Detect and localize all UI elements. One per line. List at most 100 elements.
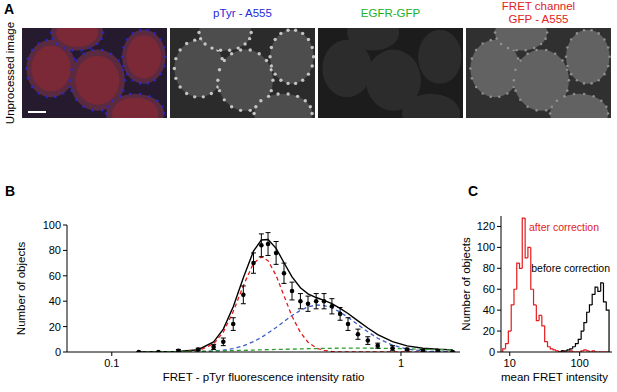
membrane-spot bbox=[96, 43, 99, 46]
channel-label: FRET channel bbox=[502, 0, 575, 12]
data-point bbox=[266, 242, 271, 247]
membrane-spot bbox=[248, 37, 251, 40]
membrane-spot bbox=[605, 105, 608, 108]
membrane-spot bbox=[45, 39, 48, 42]
data-point bbox=[346, 322, 351, 327]
membrane-spot bbox=[526, 105, 529, 108]
membrane-spot bbox=[69, 79, 72, 82]
error-cap bbox=[241, 303, 246, 304]
membrane-spot bbox=[70, 89, 73, 92]
error-bar bbox=[259, 234, 264, 257]
membrane-spot bbox=[119, 95, 122, 98]
error-cap bbox=[290, 282, 295, 283]
membrane-spot bbox=[31, 49, 34, 52]
y-tick-label: 60 bbox=[483, 283, 495, 295]
membrane-spot bbox=[31, 86, 34, 89]
x-tick bbox=[400, 352, 401, 356]
panel-label: B bbox=[5, 183, 15, 199]
membrane-spot bbox=[132, 32, 135, 35]
data-point bbox=[251, 261, 256, 266]
membrane-spot bbox=[112, 99, 115, 102]
membrane-spot bbox=[236, 46, 239, 49]
fit-curve bbox=[139, 239, 453, 351]
membrane-spot bbox=[243, 42, 246, 45]
data-point bbox=[421, 348, 426, 352]
y-tick-label: 40 bbox=[483, 304, 495, 316]
error-cap bbox=[338, 307, 343, 308]
membrane-spot bbox=[163, 65, 166, 68]
error-cap bbox=[251, 273, 256, 274]
error-bar bbox=[375, 343, 380, 348]
error-bar bbox=[355, 329, 360, 339]
membrane-spot bbox=[312, 55, 315, 58]
membrane-spot bbox=[583, 93, 586, 96]
membrane-spot bbox=[132, 79, 135, 82]
membrane-spot bbox=[82, 105, 85, 108]
error-cap bbox=[274, 241, 279, 242]
membrane-spot bbox=[310, 112, 313, 115]
membrane-spot bbox=[270, 89, 273, 92]
histogram-bin bbox=[575, 344, 578, 347]
y-tick-label: 100 bbox=[43, 219, 61, 231]
error-cap bbox=[314, 308, 319, 309]
cell bbox=[254, 94, 312, 118]
error-cap bbox=[221, 345, 226, 346]
membrane-spot bbox=[54, 96, 57, 99]
membrane-spot bbox=[178, 48, 181, 51]
membrane-spot bbox=[197, 31, 200, 34]
error-cap bbox=[259, 256, 264, 257]
error-bar bbox=[306, 296, 311, 311]
error-cap bbox=[306, 311, 311, 312]
data-point bbox=[314, 299, 319, 304]
membrane-spot bbox=[590, 82, 593, 85]
membrane-spot bbox=[514, 89, 517, 92]
y-tick-label: 120 bbox=[477, 220, 495, 232]
error-cap bbox=[281, 283, 286, 284]
membrane-spot bbox=[63, 47, 66, 50]
error-bar bbox=[338, 308, 343, 321]
membrane-spot bbox=[27, 77, 30, 80]
membrane-spot bbox=[203, 42, 206, 45]
data-point bbox=[405, 347, 410, 352]
membrane-spot bbox=[73, 57, 76, 60]
channel-label: pTyr - A555 bbox=[213, 7, 272, 19]
membrane-spot bbox=[565, 56, 568, 59]
y-axis bbox=[501, 216, 502, 352]
histogram-bin bbox=[581, 331, 584, 339]
cell bbox=[347, 28, 399, 51]
error-bar bbox=[329, 299, 334, 314]
membrane-spot bbox=[164, 56, 167, 59]
membrane-spot bbox=[607, 46, 610, 49]
membrane-spot bbox=[495, 37, 498, 40]
y-tick-label: 20 bbox=[49, 321, 61, 333]
membrane-spot bbox=[481, 92, 484, 95]
histogram-bin bbox=[514, 289, 517, 305]
membrane-spot bbox=[27, 57, 30, 60]
membrane-spot bbox=[174, 77, 177, 80]
membrane-spot bbox=[218, 89, 221, 92]
membrane-spot bbox=[193, 95, 196, 98]
y-tick bbox=[497, 331, 501, 332]
histogram-bin bbox=[550, 347, 553, 349]
membrane-spot bbox=[507, 47, 510, 50]
cell-tint bbox=[126, 35, 161, 78]
membrane-spot bbox=[608, 56, 611, 59]
membrane-spot bbox=[475, 49, 478, 52]
membrane-spot bbox=[121, 56, 124, 59]
membrane-spot bbox=[471, 77, 474, 80]
data-point bbox=[231, 322, 236, 327]
data-point bbox=[282, 271, 287, 276]
membrane-spot bbox=[91, 49, 94, 52]
membrane-spot bbox=[500, 43, 503, 46]
data-point bbox=[259, 243, 264, 248]
membrane-spot bbox=[45, 96, 48, 99]
membrane-spot bbox=[107, 105, 110, 108]
histogram-bin bbox=[508, 331, 511, 344]
error-bar bbox=[211, 344, 216, 349]
membrane-spot bbox=[250, 31, 253, 34]
membrane-spot bbox=[161, 105, 164, 108]
cell-tint bbox=[75, 56, 119, 105]
x-tick-label: 0.1 bbox=[104, 357, 119, 369]
membrane-spot bbox=[506, 92, 509, 95]
histogram-bin bbox=[542, 315, 545, 325]
